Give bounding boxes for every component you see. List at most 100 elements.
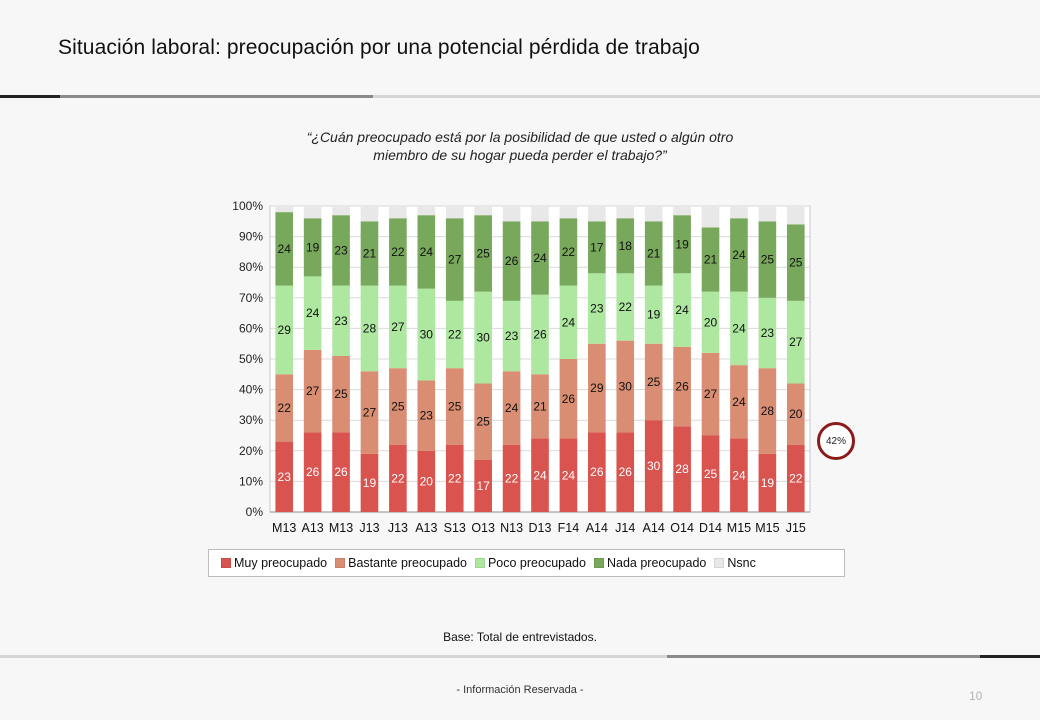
- data-label: 27: [789, 335, 803, 349]
- data-label: 19: [647, 308, 661, 322]
- data-label: 24: [732, 395, 746, 409]
- bar-segment: [758, 221, 777, 298]
- bar-segment: [417, 288, 436, 381]
- data-label: 27: [391, 320, 405, 334]
- data-label: 22: [391, 245, 405, 259]
- data-label: 24: [278, 242, 292, 256]
- legend-swatch: [474, 558, 485, 568]
- bar-segment: [332, 285, 350, 356]
- bar-segment: [332, 355, 350, 433]
- data-label: 22: [505, 471, 519, 485]
- bar-segment: [730, 291, 748, 366]
- x-tick-label: A14: [643, 521, 665, 535]
- x-tick-label: M13: [272, 521, 296, 535]
- y-tick-label: 20%: [239, 444, 263, 458]
- data-label: 23: [334, 243, 348, 257]
- data-label: 22: [278, 401, 292, 415]
- bar-segment: [673, 346, 691, 427]
- data-label: 19: [363, 476, 377, 490]
- bar-segment: [389, 444, 407, 512]
- data-label: 24: [732, 248, 746, 262]
- data-label: 24: [533, 251, 547, 265]
- data-label: 21: [533, 399, 547, 413]
- data-label: 19: [761, 476, 775, 490]
- data-label: 27: [704, 387, 718, 401]
- x-tick-label: M13: [329, 521, 353, 535]
- bar-segment: [474, 459, 492, 512]
- legend-label: Nsnc: [727, 556, 756, 570]
- bar-segment: [701, 352, 720, 436]
- bar-segment: [531, 374, 549, 439]
- data-label: 23: [420, 409, 434, 423]
- data-label: 18: [619, 239, 633, 253]
- data-label: 25: [704, 467, 718, 481]
- bar-segment: [786, 206, 805, 225]
- data-label: 21: [647, 246, 661, 260]
- data-label: 21: [363, 246, 377, 260]
- y-tick-label: 30%: [239, 413, 263, 427]
- legend-label: Nada preocupado: [606, 556, 707, 570]
- data-label: 24: [675, 303, 689, 317]
- data-label: 25: [647, 375, 661, 389]
- data-label: 26: [334, 465, 348, 479]
- data-label: 27: [363, 406, 377, 420]
- data-label: 20: [789, 407, 803, 421]
- y-tick-label: 0%: [246, 505, 264, 519]
- bar-segment: [758, 206, 777, 222]
- bar-segment: [417, 380, 436, 451]
- bar-segment: [389, 218, 407, 286]
- bar-segment: [559, 206, 578, 219]
- data-label: 27: [448, 253, 462, 267]
- x-tick-label: N13: [500, 521, 523, 535]
- data-label: 26: [505, 254, 519, 268]
- data-label: 28: [761, 404, 775, 418]
- bar-segment: [616, 432, 635, 512]
- data-label: 28: [363, 321, 377, 335]
- bar-segment: [417, 215, 436, 289]
- bar-segment: [332, 206, 350, 216]
- data-label: 25: [448, 399, 462, 413]
- bar-segment: [559, 285, 578, 359]
- legend-item: Nada preocupado: [593, 556, 707, 570]
- bar-segment: [445, 368, 464, 445]
- bar-segment: [389, 368, 407, 445]
- legend-label: Poco preocupado: [487, 556, 586, 570]
- data-label: 26: [533, 328, 547, 342]
- legend-item: Bastante preocupado: [335, 556, 467, 570]
- bar-segment: [673, 426, 691, 512]
- data-label: 20: [704, 315, 718, 329]
- y-tick-label: 50%: [239, 352, 263, 366]
- bar-segment: [332, 432, 350, 512]
- bar-segment: [303, 349, 322, 433]
- bar-segment: [275, 212, 294, 286]
- bar-segment: [417, 206, 436, 216]
- bar-segment: [531, 221, 549, 295]
- y-tick-label: 40%: [239, 383, 263, 397]
- bar-segment: [559, 438, 578, 512]
- bar-segment: [389, 206, 407, 219]
- data-label: 30: [647, 459, 661, 473]
- bar-segment: [644, 343, 663, 421]
- legend-label: Muy preocupado: [234, 556, 328, 570]
- slide-title: Situación laboral: preocupación por una …: [58, 36, 700, 59]
- bar-segment: [360, 285, 379, 372]
- x-tick-label: J13: [388, 521, 408, 535]
- bar-segment: [502, 371, 521, 445]
- y-tick-label: 70%: [239, 291, 263, 305]
- legend-swatch: [335, 558, 346, 568]
- bar-segment: [644, 206, 663, 222]
- data-label: 25: [334, 387, 348, 401]
- data-label: 26: [619, 465, 633, 479]
- bar-segment: [786, 300, 805, 384]
- y-tick-label: 60%: [239, 321, 263, 335]
- data-label: 24: [562, 315, 576, 329]
- legend-swatch: [221, 558, 231, 568]
- x-tick-label: D14: [699, 521, 722, 535]
- bar-segment: [588, 221, 606, 274]
- data-label: 25: [761, 253, 775, 267]
- data-label: 24: [306, 306, 320, 320]
- data-label: 26: [562, 392, 576, 406]
- data-label: 29: [278, 323, 292, 337]
- x-tick-label: J14: [615, 521, 635, 535]
